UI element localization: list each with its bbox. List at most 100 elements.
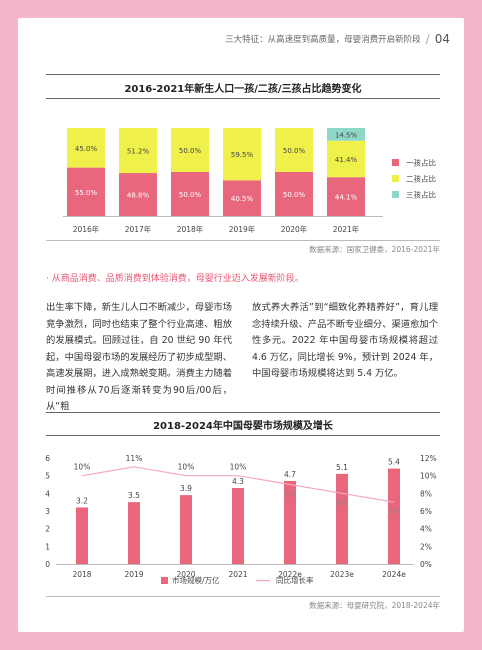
chart1-bar-segment [327, 140, 365, 178]
chart2-bar [76, 507, 88, 564]
chart2-right-y-tick: 12% [420, 454, 437, 463]
chart1-bar-segment [67, 167, 105, 216]
chart2-right-y-tick: 2% [420, 542, 432, 551]
chart1-bar-segment [67, 128, 105, 168]
chart2-bar-label: 5.1 [336, 463, 348, 472]
chart1-source: 数据来源：国家卫健委，2016-2021年 [309, 245, 440, 254]
chart2-bar [128, 502, 140, 564]
chart1-bar-segment [275, 172, 313, 216]
chart2-legend-bar-swatch [161, 577, 168, 584]
chart1-bar-segment [223, 180, 261, 216]
chart2-bottom-rule [46, 596, 440, 597]
section-bullet: · 从商品消费、品质消费到体验消费，母婴行业迈入发展新阶段。 [46, 274, 304, 284]
report-page: 三大特征：从高速度到高质量，母婴消费开启新阶段 / 04 2016-2021年新… [18, 18, 464, 632]
chart1-bar-segment [171, 172, 209, 216]
page-header: 三大特征：从高速度到高质量，母婴消费开启新阶段 / 04 [225, 32, 450, 46]
chart1-data-label: 50.0% [179, 147, 202, 155]
chart1-x-tick-label: 2018年 [177, 224, 204, 234]
chart2-line-label: 10% [178, 463, 195, 472]
chart1-bar-segment [275, 128, 313, 172]
paragraph-left: 出生率下降，新生儿人口不断减少，母婴市场竞争激烈，同时也结束了整个行业高速、粗放… [46, 302, 232, 412]
chart2-left-y-tick: 6 [45, 454, 50, 463]
chart2-left-y-tick: 1 [45, 542, 50, 551]
chart1-bottom-rule [46, 240, 440, 241]
chart1-x-tick-label: 2021年 [333, 224, 360, 234]
chart1-bar-segment [223, 128, 261, 181]
chart2-bar-label: 5.4 [388, 458, 400, 467]
chart2-line-label: 9% [284, 490, 296, 499]
chart2-right-y-tick: 10% [420, 472, 437, 481]
chart2-right-y-tick: 0% [420, 560, 432, 569]
chart2-x-tick-label: 2022e [278, 570, 302, 579]
chart2-left-y-tick: 2 [45, 525, 50, 534]
chart2-bar [180, 495, 192, 564]
chart1-data-label: 59.5% [231, 151, 254, 159]
chart2-top-rule [46, 412, 440, 413]
chart1-bar-segment [327, 128, 365, 141]
chart2-x-tick-label: 2018 [72, 570, 91, 579]
chart2-combo-chart: 0 1 2 3 4 5 6 0% 2% 4% 6% 8% 10% 12% 3.2 2018 3.5 2019 3.9… [45, 454, 437, 585]
chart2-bar-label: 3.5 [128, 491, 140, 500]
chart1-bar-segment [171, 128, 209, 172]
chart1-title: 2016-2021年新生人口一孩/二孩/三孩占比趋势变化 [124, 84, 362, 95]
chart1-stacked-bar: 55.0% 45.0% 2016年 48.8% 51.2% 2017年 50.0% 50.0%… [63, 128, 436, 234]
chart1-top-rule [46, 74, 440, 75]
chart2-source: 数据来源：母婴研究院，2018-2024年 [309, 601, 440, 610]
chart2-legend-bar-label: 市场规模/万亿 [172, 575, 220, 585]
chart1-legend-swatch [392, 175, 399, 182]
chart1-data-label: 50.0% [179, 191, 202, 199]
chart1-title-rule [46, 98, 440, 99]
chart2-bar [232, 488, 244, 564]
paragraph-right: 放式养大养活”到“细致化养精养好”，育儿理念持续升级、产品不断专业细分、渠道愈加… [252, 302, 438, 379]
chart2-title-rule [46, 435, 440, 436]
chart1-data-label: 51.2% [127, 148, 150, 156]
chart1-legend-swatch [392, 159, 399, 166]
chart1-data-label: 50.0% [283, 147, 306, 155]
chart2-bar [336, 473, 348, 564]
chart1-x-tick-label: 2016年 [73, 224, 100, 234]
chart2-x-tick-label: 2021 [228, 570, 247, 579]
chart2-title: 2018-2024年中国母婴市场规模及增长 [153, 421, 333, 432]
chart1-x-tick-label: 2019年 [229, 224, 256, 234]
chart2-bar [388, 468, 400, 564]
chart1-bar-segment [327, 177, 365, 216]
chart1-legend-label: 一孩占比 [406, 158, 436, 168]
chart1-data-label: 44.1% [335, 194, 358, 202]
chart2-x-tick-label: 2020 [176, 570, 195, 579]
page-number: 04 [434, 32, 450, 46]
chart1-data-label: 41.4% [335, 156, 358, 164]
chart1-data-label: 14.5% [335, 131, 358, 139]
chart1-legend-label: 三孩占比 [406, 190, 436, 200]
chart2-left-y-tick: 0 [45, 560, 50, 569]
chart2-right-y-tick: 8% [420, 489, 432, 498]
chart2-line-label: 11% [126, 454, 143, 463]
chart2-bar-label: 3.2 [76, 496, 88, 505]
chart1-legend-swatch [392, 191, 399, 198]
chart2-line-label: 8% [336, 498, 348, 507]
chart2-bar-label: 4.7 [284, 470, 296, 479]
chart2-x-tick-label: 2023e [330, 570, 354, 579]
chart2-line-label: 10% [74, 463, 91, 472]
chart2-growth-line [81, 466, 395, 503]
chart1-data-label: 55.0% [75, 189, 98, 197]
chart1-bar-segment [119, 173, 157, 216]
chart1-x-tick-label: 2017年 [125, 224, 152, 234]
chart1-data-label: 50.0% [283, 191, 306, 199]
chart2-x-tick-label: 2019 [124, 570, 143, 579]
chart1-data-label: 45.0% [75, 145, 98, 153]
chart2-bar-label: 4.3 [232, 477, 244, 486]
chart1-data-label: 40.5% [231, 195, 254, 203]
chart2-left-y-tick: 5 [45, 472, 50, 481]
chart2-bar-label: 3.9 [180, 484, 192, 493]
chart2-bar [284, 480, 296, 564]
chart1-x-tick-label: 2020年 [281, 224, 308, 234]
chart2-right-y-tick: 6% [420, 507, 432, 516]
chart2-line-label: 10% [230, 463, 247, 472]
chart2-left-y-tick: 4 [45, 489, 50, 498]
chart1-bar-segment [119, 128, 157, 174]
chart2-x-tick-label: 2024e [382, 570, 406, 579]
chart1-data-label: 48.8% [127, 192, 150, 200]
chart2-right-y-tick: 4% [420, 525, 432, 534]
chart2-legend-line-label: 同比增长率 [276, 575, 314, 585]
chart2-line-label: 7% [388, 507, 400, 516]
